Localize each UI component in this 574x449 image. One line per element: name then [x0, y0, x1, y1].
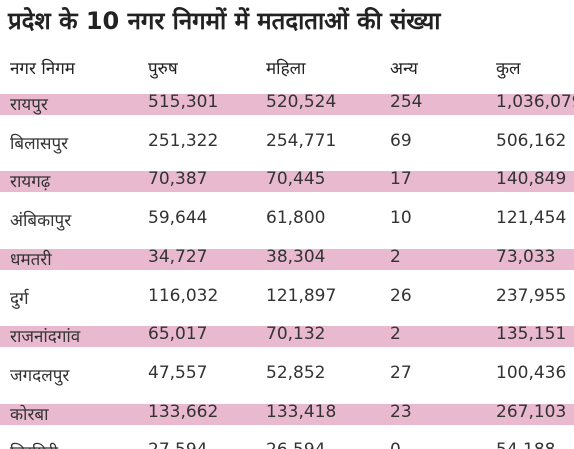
cell-value: 69 — [390, 130, 412, 151]
cell-value: 133,418 — [266, 401, 337, 422]
row-highlight — [0, 403, 574, 425]
cell-value: 34,727 — [148, 246, 208, 267]
cell-value: 27 — [390, 362, 412, 383]
cell-value: 2 — [390, 246, 401, 267]
cell-value: 70,132 — [266, 324, 326, 345]
city-name: चिरमिरी — [10, 440, 58, 449]
cell-value: 70,387 — [148, 169, 208, 190]
city-name: राजनांदगांव — [10, 327, 81, 348]
cell-value: 52,852 — [266, 362, 326, 383]
row-highlight — [0, 326, 574, 348]
city-name: दुर्ग — [10, 288, 29, 309]
cell-value: 251,322 — [148, 130, 219, 151]
cell-value: 121,454 — [496, 208, 567, 229]
cell-value: 1,036,079 — [496, 92, 574, 112]
cell-value: 0 — [390, 440, 401, 449]
cell-value: 70,445 — [266, 169, 326, 190]
cell-value: 254 — [390, 92, 423, 112]
city-name: कोरबा — [10, 404, 49, 425]
cell-value: 54,188 — [496, 440, 555, 449]
cell-value: 133,662 — [148, 401, 219, 422]
column-header: पुरुष — [148, 59, 178, 79]
cell-value: 2 — [390, 324, 401, 345]
row-highlight — [0, 94, 574, 115]
cell-value: 237,955 — [496, 285, 567, 306]
cell-value: 520,524 — [266, 92, 337, 112]
cell-value: 73,033 — [496, 246, 556, 267]
cell-value: 23 — [390, 401, 412, 422]
cell-value: 26,594 — [266, 440, 325, 449]
cell-value: 17 — [390, 169, 412, 190]
cell-value: 59,644 — [148, 208, 208, 229]
cell-value: 254,771 — [266, 130, 337, 151]
city-name: धमतरी — [10, 249, 52, 270]
row-highlight — [0, 171, 574, 193]
cell-value: 515,301 — [148, 92, 219, 112]
cell-value: 140,849 — [496, 169, 567, 190]
cell-value: 267,103 — [496, 401, 567, 422]
city-name: अंबिकापुर — [10, 211, 72, 232]
city-name: बिलासपुर — [10, 133, 69, 154]
cell-value: 121,897 — [266, 285, 337, 306]
cell-value: 135,151 — [496, 324, 567, 345]
city-name: रायगढ़ — [10, 172, 51, 193]
city-name: जगदलपुर — [10, 365, 70, 386]
column-header: अन्य — [390, 59, 418, 79]
cell-value: 65,017 — [148, 324, 208, 345]
city-name: रायपुर — [10, 95, 48, 115]
cell-value: 38,304 — [266, 246, 326, 267]
title: प्रदेश के 10 नगर निगमों में मतदाताओं की … — [8, 7, 441, 35]
cell-value: 26 — [390, 285, 412, 306]
cell-value: 61,800 — [266, 208, 326, 229]
cell-value: 47,557 — [148, 362, 208, 383]
column-header: महिला — [266, 59, 306, 79]
column-header: कुल — [496, 59, 521, 79]
cell-value: 506,162 — [496, 130, 567, 151]
cell-value: 100,436 — [496, 362, 567, 383]
column-header: नगर निगम — [10, 59, 75, 79]
row-highlight — [0, 248, 574, 270]
cell-value: 27,594 — [148, 440, 207, 449]
cell-value: 10 — [390, 208, 412, 229]
cell-value: 116,032 — [148, 285, 219, 306]
